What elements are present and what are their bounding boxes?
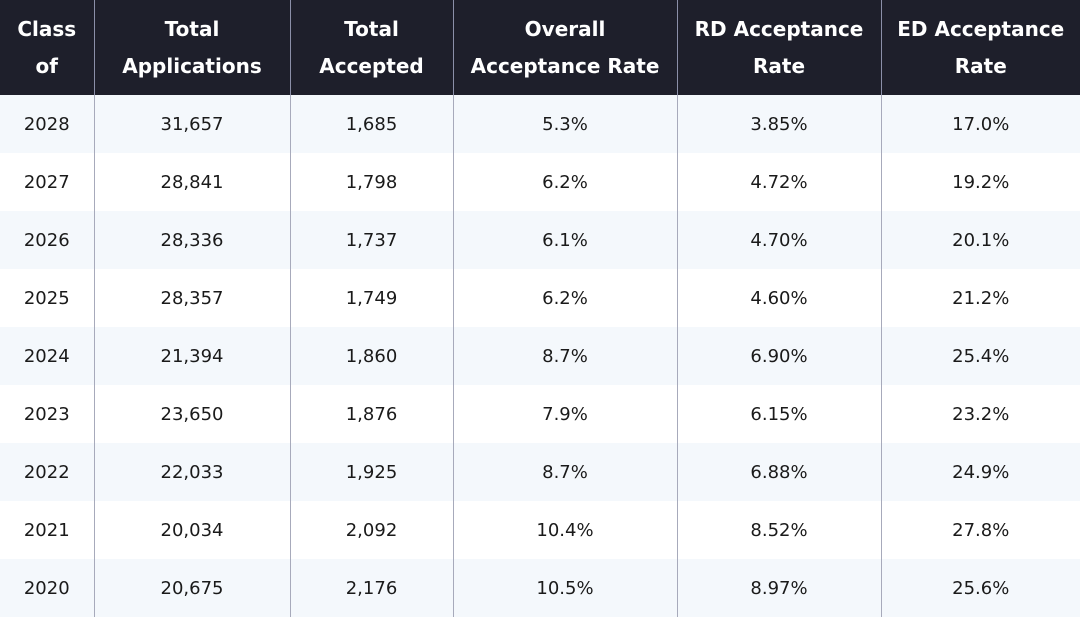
cell-total-applications: 28,357 — [93, 269, 290, 327]
header-class-of: Class of — [0, 0, 94, 95]
cell-total-applications: 21,394 — [93, 327, 290, 385]
cell-ed-acceptance-rate: 27.8% — [880, 501, 1080, 559]
table-row: 2024 21,394 1,860 8.7% 6.90% 25.4% — [0, 327, 1080, 385]
table-row: 2027 28,841 1,798 6.2% 4.72% 19.2% — [0, 153, 1080, 211]
cell-total-applications: 31,657 — [93, 95, 290, 153]
cell-overall-acceptance-rate: 10.4% — [452, 501, 677, 559]
cell-total-accepted: 1,685 — [289, 95, 453, 153]
cell-total-accepted: 1,798 — [289, 153, 453, 211]
cell-rd-acceptance-rate: 8.52% — [676, 501, 881, 559]
cell-total-applications: 23,650 — [93, 385, 290, 443]
cell-rd-acceptance-rate: 4.60% — [676, 269, 881, 327]
cell-total-applications: 20,034 — [93, 501, 290, 559]
header-total-applications: Total Applications — [93, 0, 290, 95]
cell-class-of: 2021 — [0, 501, 94, 559]
cell-overall-acceptance-rate: 7.9% — [452, 385, 677, 443]
cell-rd-acceptance-rate: 6.88% — [676, 443, 881, 501]
cell-ed-acceptance-rate: 23.2% — [880, 385, 1080, 443]
cell-overall-acceptance-rate: 8.7% — [452, 327, 677, 385]
table-row: 2020 20,675 2,176 10.5% 8.97% 25.6% — [0, 559, 1080, 617]
cell-class-of: 2026 — [0, 211, 94, 269]
cell-overall-acceptance-rate: 6.2% — [452, 269, 677, 327]
cell-rd-acceptance-rate: 8.97% — [676, 559, 881, 617]
cell-class-of: 2028 — [0, 95, 94, 153]
cell-ed-acceptance-rate: 20.1% — [880, 211, 1080, 269]
header-ed-acceptance-rate: ED Acceptance Rate — [880, 0, 1080, 95]
cell-ed-acceptance-rate: 21.2% — [880, 269, 1080, 327]
table-row: 2022 22,033 1,925 8.7% 6.88% 24.9% — [0, 443, 1080, 501]
cell-total-accepted: 1,860 — [289, 327, 453, 385]
header-row: Class of Total Applications Total Accept… — [0, 0, 1080, 95]
cell-rd-acceptance-rate: 3.85% — [676, 95, 881, 153]
cell-class-of: 2025 — [0, 269, 94, 327]
cell-overall-acceptance-rate: 6.1% — [452, 211, 677, 269]
cell-ed-acceptance-rate: 24.9% — [880, 443, 1080, 501]
cell-rd-acceptance-rate: 6.90% — [676, 327, 881, 385]
cell-ed-acceptance-rate: 25.4% — [880, 327, 1080, 385]
table-row: 2021 20,034 2,092 10.4% 8.52% 27.8% — [0, 501, 1080, 559]
cell-total-accepted: 1,925 — [289, 443, 453, 501]
cell-ed-acceptance-rate: 25.6% — [880, 559, 1080, 617]
cell-total-applications: 28,336 — [93, 211, 290, 269]
table-row: 2028 31,657 1,685 5.3% 3.85% 17.0% — [0, 95, 1080, 153]
cell-ed-acceptance-rate: 17.0% — [880, 95, 1080, 153]
cell-rd-acceptance-rate: 6.15% — [676, 385, 881, 443]
cell-overall-acceptance-rate: 8.7% — [452, 443, 677, 501]
cell-total-applications: 20,675 — [93, 559, 290, 617]
cell-total-accepted: 1,749 — [289, 269, 453, 327]
header-rd-acceptance-rate: RD Acceptance Rate — [676, 0, 881, 95]
cell-rd-acceptance-rate: 4.72% — [676, 153, 881, 211]
cell-total-accepted: 1,876 — [289, 385, 453, 443]
cell-class-of: 2020 — [0, 559, 94, 617]
cell-class-of: 2024 — [0, 327, 94, 385]
table-row: 2023 23,650 1,876 7.9% 6.15% 23.2% — [0, 385, 1080, 443]
cell-overall-acceptance-rate: 5.3% — [452, 95, 677, 153]
cell-total-accepted: 2,092 — [289, 501, 453, 559]
cell-total-applications: 28,841 — [93, 153, 290, 211]
cell-total-accepted: 2,176 — [289, 559, 453, 617]
cell-overall-acceptance-rate: 6.2% — [452, 153, 677, 211]
header-overall-acceptance-rate: Overall Acceptance Rate — [452, 0, 677, 95]
cell-total-applications: 22,033 — [93, 443, 290, 501]
cell-class-of: 2022 — [0, 443, 94, 501]
cell-ed-acceptance-rate: 19.2% — [880, 153, 1080, 211]
cell-rd-acceptance-rate: 4.70% — [676, 211, 881, 269]
table-row: 2026 28,336 1,737 6.1% 4.70% 20.1% — [0, 211, 1080, 269]
cell-class-of: 2027 — [0, 153, 94, 211]
cell-class-of: 2023 — [0, 385, 94, 443]
cell-total-accepted: 1,737 — [289, 211, 453, 269]
table-body: 2028 31,657 1,685 5.3% 3.85% 17.0% 2027 28,841 1… — [0, 95, 1080, 617]
cell-overall-acceptance-rate: 10.5% — [452, 559, 677, 617]
table-row: 2025 28,357 1,749 6.2% 4.60% 21.2% — [0, 269, 1080, 327]
header-total-accepted: Total Accepted — [289, 0, 453, 95]
